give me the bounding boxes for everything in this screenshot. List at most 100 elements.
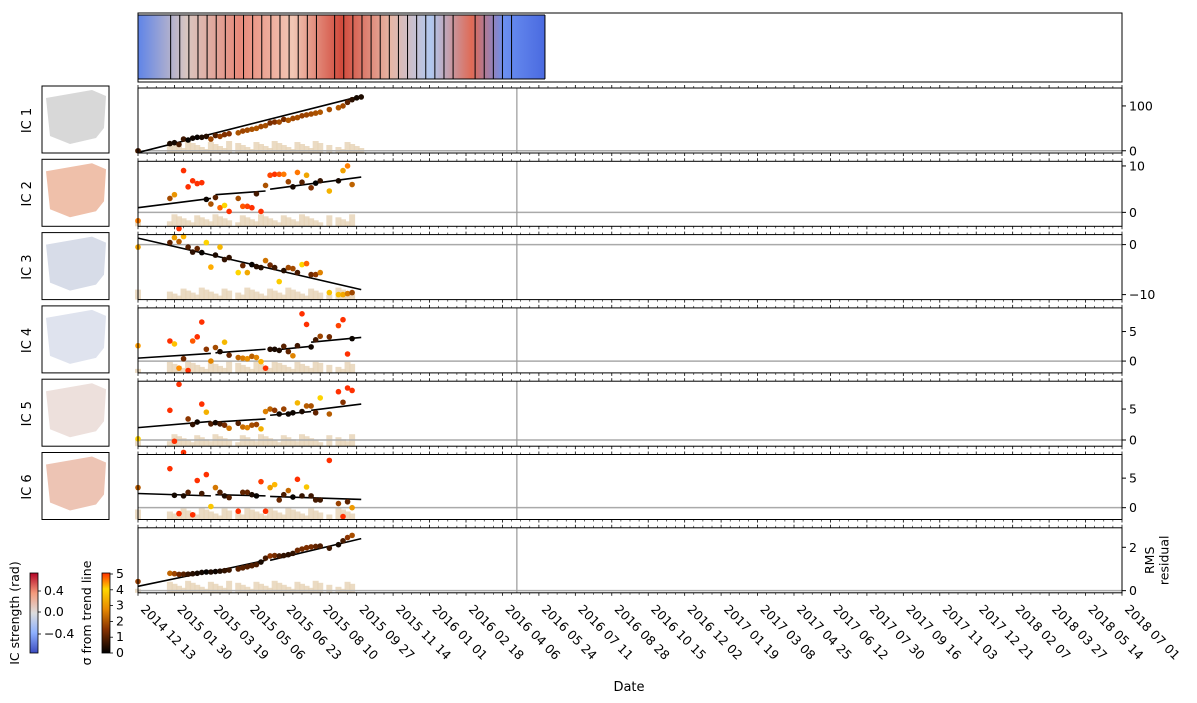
data-point [349, 504, 355, 511]
residual-bar [326, 364, 333, 373]
panel-background [138, 88, 1122, 153]
residual-bar [312, 220, 319, 227]
residual-bar [217, 365, 223, 373]
data-point [276, 347, 283, 354]
data-point [285, 264, 292, 271]
residual-bar [226, 360, 233, 373]
data-point [249, 204, 255, 211]
data-point [308, 271, 314, 278]
residual-bar [239, 215, 246, 227]
residual-bar [303, 146, 310, 153]
residual-bar [235, 512, 242, 520]
trend-line [311, 403, 362, 412]
data-point [258, 478, 264, 485]
sigma-colorbar [101, 572, 111, 654]
residual-bar [335, 437, 342, 447]
data-point [235, 420, 242, 427]
data-point [335, 541, 342, 548]
data-point [239, 128, 246, 134]
residual-bar [171, 583, 178, 593]
data-point [198, 249, 205, 256]
residual-bar [198, 217, 205, 227]
data-point [344, 385, 351, 391]
data-point [249, 353, 255, 360]
data-point [203, 409, 210, 415]
residual-bar [248, 439, 255, 447]
trend-line [215, 348, 266, 354]
y-tick-label: 0 [1129, 143, 1137, 158]
residual-bar [244, 147, 251, 153]
residual-bar [280, 364, 287, 373]
residual-bar [239, 584, 246, 593]
residual-bar [217, 436, 223, 447]
residual-bar [235, 292, 242, 300]
y-tick-label: 0 [1129, 354, 1137, 369]
residual-bar [280, 294, 287, 300]
residual-bar [194, 215, 201, 227]
data-point [239, 203, 246, 210]
data-point [167, 407, 173, 414]
data-point [249, 261, 255, 268]
data-point [221, 567, 228, 574]
data-point [221, 131, 228, 138]
thumbnail-map [46, 456, 106, 511]
residual-bar [303, 585, 310, 593]
residual-bar [262, 146, 269, 153]
residual-bar [189, 292, 196, 300]
thumbnail-map [46, 236, 106, 291]
panel-5: 0 5 IC 5 [20, 378, 1137, 456]
y-tick-label: −10 [1129, 287, 1155, 302]
residual-bar [299, 144, 305, 153]
residual-bar [212, 144, 219, 153]
data-point [208, 264, 214, 270]
data-point [258, 208, 264, 215]
data-point [212, 568, 219, 575]
residual-bar [285, 437, 292, 447]
data-point [271, 119, 278, 125]
residual-bar [317, 442, 324, 447]
data-point [249, 126, 255, 133]
data-point [349, 387, 355, 394]
residual-bar [349, 583, 356, 593]
residual-bar [180, 438, 187, 447]
data-point [180, 449, 187, 456]
data-point [317, 395, 324, 401]
data-point [308, 111, 314, 117]
residual-bar [271, 440, 278, 447]
residual-bar [207, 142, 214, 153]
residual-bar [221, 288, 228, 300]
data-point [299, 179, 305, 185]
data-point [262, 257, 269, 264]
data-point [249, 562, 255, 569]
residual-bar [271, 290, 278, 300]
data-point [185, 416, 191, 422]
residual-bar [317, 362, 324, 373]
data-point [189, 338, 196, 344]
data-point [285, 178, 292, 185]
colorbar-tick-label: −0.4 [44, 626, 74, 641]
data-point [262, 508, 269, 515]
ic-label: IC 4 [20, 328, 35, 353]
trend-line [215, 418, 266, 423]
data-point [294, 400, 301, 406]
data-point [212, 484, 219, 491]
data-point [344, 534, 351, 541]
residual-bar [212, 583, 219, 593]
residual-bar [235, 222, 242, 227]
data-point [271, 481, 278, 488]
ic-label: IC 1 [20, 108, 35, 133]
ic-label: IC 6 [20, 474, 35, 499]
data-point [271, 407, 278, 414]
residual-bar [207, 511, 214, 520]
data-point [167, 239, 173, 246]
data-point [258, 559, 264, 565]
data-point [290, 352, 296, 359]
residual-bar [198, 437, 205, 447]
data-point [180, 355, 187, 362]
data-point [208, 358, 214, 364]
residual-bar [212, 363, 219, 373]
residual-bar [303, 295, 310, 300]
residual-bar [299, 363, 305, 373]
ic-strength-colorbar [29, 572, 39, 654]
data-point [267, 120, 273, 126]
